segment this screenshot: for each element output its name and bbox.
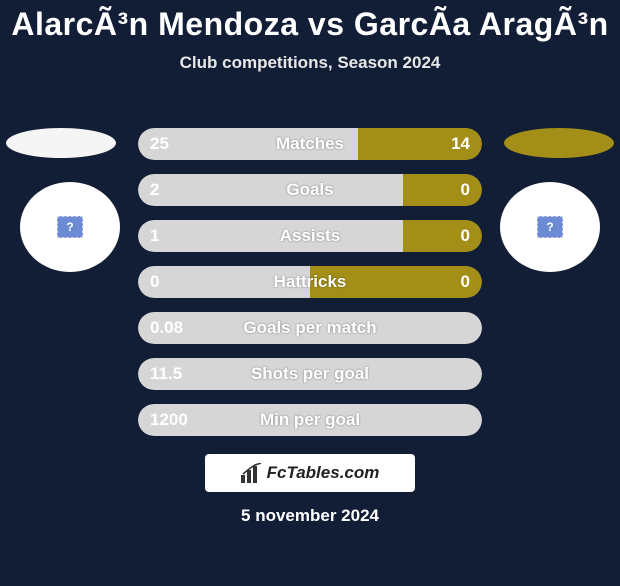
player1-avatar: ? (20, 182, 120, 272)
fctables-logo: FcTables.com (205, 454, 415, 492)
stat-bar-right (358, 128, 482, 160)
player1-ellipse (6, 128, 116, 158)
stat-bar-right (403, 220, 482, 252)
stat-bar-left (138, 174, 403, 206)
stat-bars-container: Matches2514 Goals20 Assists10 Hattricks00 Go… (138, 128, 482, 450)
image-placeholder-icon: ? (57, 216, 83, 238)
stat-row: Matches2514 (138, 128, 482, 160)
stat-bar-left (138, 358, 482, 390)
date-text: 5 november 2024 (0, 506, 620, 526)
logo-chart-icon (241, 463, 263, 483)
stat-bar-left (138, 220, 403, 252)
stat-row: Assists10 (138, 220, 482, 252)
stat-bar-left (138, 128, 358, 160)
stat-row: Shots per goal11.5 (138, 358, 482, 390)
stat-bar-right (310, 266, 482, 298)
stat-bar-left (138, 312, 482, 344)
stat-row: Min per goal1200 (138, 404, 482, 436)
image-placeholder-icon: ? (537, 216, 563, 238)
stat-bar-left (138, 404, 482, 436)
player2-avatar: ? (500, 182, 600, 272)
stat-row: Goals20 (138, 174, 482, 206)
stat-bar-left (138, 266, 310, 298)
logo-text: FcTables.com (267, 463, 380, 483)
stat-bar-right (403, 174, 482, 206)
stat-row: Goals per match0.08 (138, 312, 482, 344)
stat-row: Hattricks00 (138, 266, 482, 298)
page-subtitle: Club competitions, Season 2024 (0, 53, 620, 73)
player2-ellipse (504, 128, 614, 158)
page-title: AlarcÃ³n Mendoza vs GarcÃ­a AragÃ³n (0, 6, 620, 43)
